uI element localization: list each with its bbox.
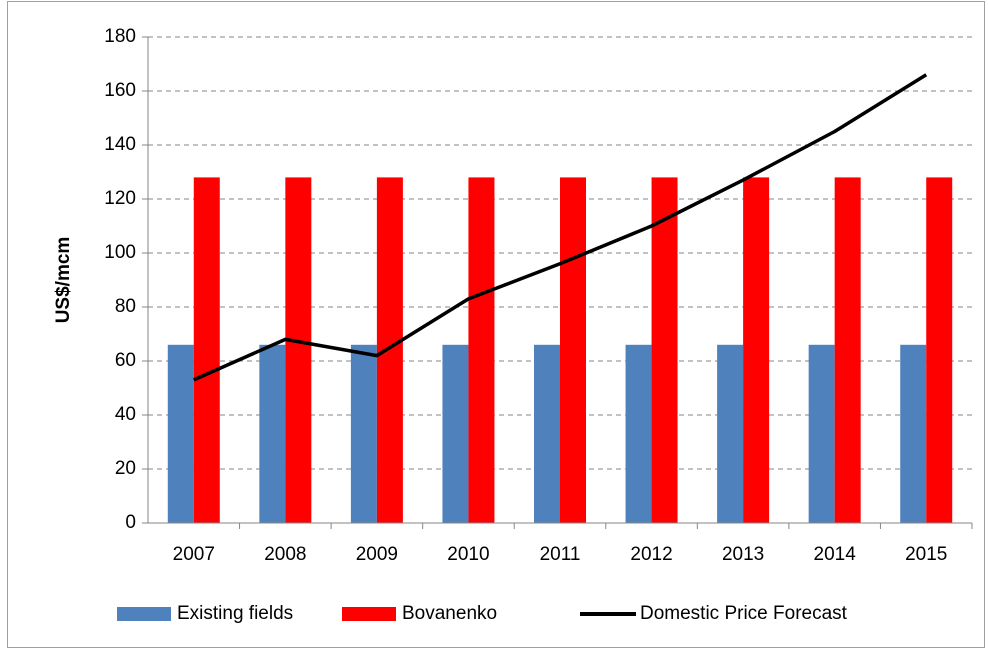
y-tick-label: 0 (125, 512, 136, 533)
legend-swatch (117, 607, 171, 621)
bar (808, 344, 835, 523)
x-tick-label: 2013 (722, 544, 764, 565)
x-tick-label: 2009 (356, 544, 398, 565)
y-tick-label: 140 (104, 134, 136, 155)
x-tick-label: 2012 (630, 544, 672, 565)
y-tick-label: 40 (115, 404, 136, 425)
bar (442, 344, 469, 523)
bar (651, 177, 678, 523)
y-tick-label: 180 (104, 26, 136, 47)
chart-border (7, 1, 985, 648)
legend-label: Existing fields (177, 603, 293, 624)
y-tick-label: 120 (104, 188, 136, 209)
bar (259, 344, 286, 523)
bar (926, 177, 953, 523)
bar (167, 344, 194, 523)
bar (717, 344, 744, 523)
legend-label: Bovanenko (402, 603, 497, 624)
line (193, 73, 928, 382)
bar (625, 344, 652, 523)
x-tick-label: 2014 (814, 544, 857, 565)
bar (285, 177, 312, 523)
y-axis-label: US$/mcm (53, 237, 74, 324)
y-tick-label: 100 (104, 242, 136, 263)
bar (468, 177, 495, 523)
x-tick-label: 2010 (447, 544, 489, 565)
y-tick-label: 60 (115, 350, 136, 371)
x-tick-label: 2015 (905, 544, 947, 565)
legend-swatch (342, 607, 396, 621)
bar (534, 344, 560, 523)
x-tick-label: 2008 (264, 544, 306, 565)
bar (350, 344, 377, 523)
y-tick-label: 160 (104, 80, 136, 101)
y-tick-label: 20 (115, 458, 136, 479)
bar (900, 344, 927, 523)
bar (743, 177, 770, 523)
x-tick-label: 2011 (540, 544, 581, 565)
bar (560, 177, 586, 523)
legend-label: Domestic Price Forecast (640, 603, 848, 624)
x-tick-label: 2007 (173, 544, 215, 565)
y-tick-label: 80 (115, 296, 136, 317)
bar (193, 177, 220, 523)
bar (376, 177, 403, 523)
bar (834, 177, 861, 523)
